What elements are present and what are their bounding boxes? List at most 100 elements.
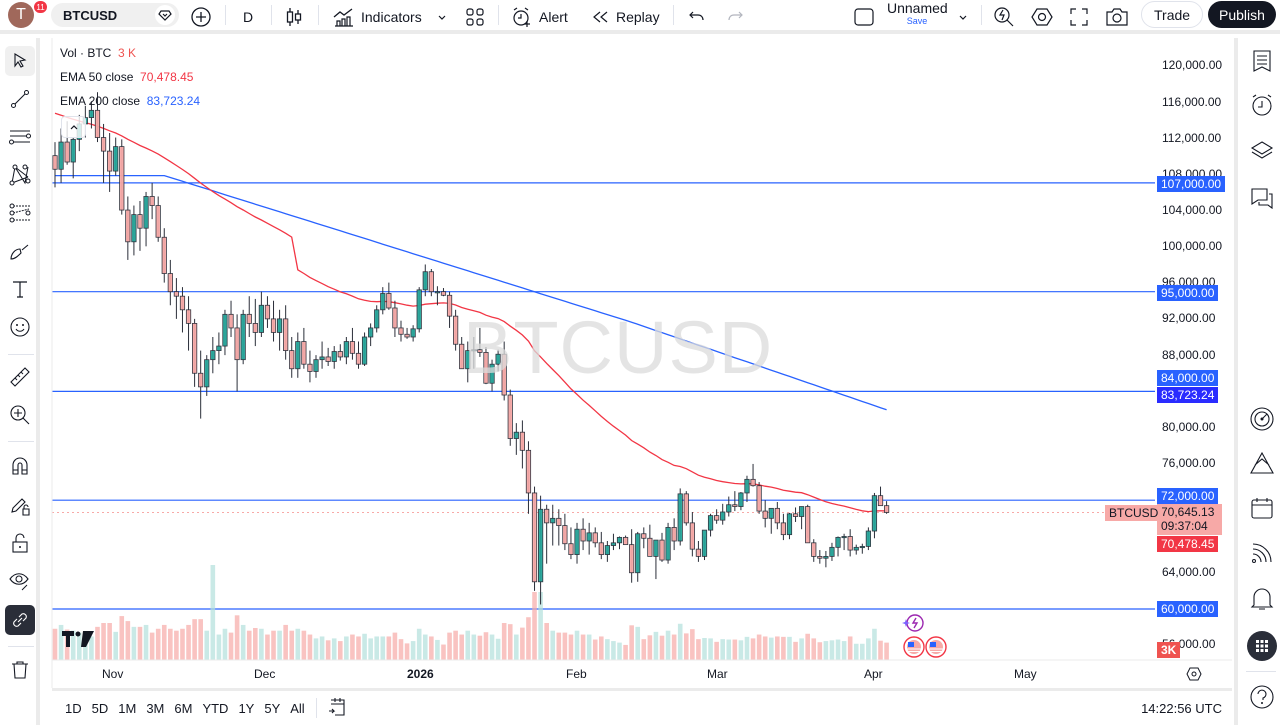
indicators-dropdown[interactable]: [437, 3, 447, 31]
grid-layout-icon: [466, 8, 484, 26]
price-chart[interactable]: [0, 38, 1234, 688]
range-selector: 1D 5D 1M 3M 6M YTD 1Y 5Y All: [60, 701, 310, 716]
notifications-button[interactable]: [1247, 584, 1277, 614]
range-6m[interactable]: 6M: [174, 700, 193, 716]
axis-settings-button[interactable]: [1186, 666, 1202, 687]
question-icon: [1250, 685, 1274, 709]
range-1d[interactable]: 1D: [65, 700, 82, 716]
measure-tool[interactable]: [5, 362, 35, 392]
text-tool[interactable]: [5, 274, 35, 304]
save-link[interactable]: Save: [906, 16, 928, 26]
alert-button[interactable]: Alert: [511, 3, 568, 31]
layout-dropdown[interactable]: [958, 3, 968, 31]
price-tick: 92,000.00: [1162, 311, 1216, 325]
price-tick: 120,000.00: [1162, 58, 1223, 72]
undo-button[interactable]: [688, 3, 706, 31]
range-3m[interactable]: 3M: [146, 700, 165, 716]
notification-badge: 11: [33, 0, 48, 14]
clock-timezone[interactable]: 14:22:56 UTC: [1141, 700, 1222, 716]
news-stream-button[interactable]: [1247, 538, 1277, 568]
range-5y[interactable]: 5Y: [264, 700, 281, 716]
pattern-tool[interactable]: [5, 160, 35, 190]
user-avatar[interactable]: T 11: [8, 0, 48, 28]
time-label: Apr: [864, 667, 883, 681]
volume-legend[interactable]: Vol · BTC 3 K: [60, 46, 137, 60]
sync-drawings-tool[interactable]: [5, 605, 35, 635]
range-1m[interactable]: 1M: [118, 700, 137, 716]
chevron-up-icon: [70, 125, 77, 130]
brush-tool[interactable]: [5, 236, 35, 266]
lightning-search-icon: [994, 7, 1014, 27]
interval-button[interactable]: D: [243, 9, 254, 25]
screener-button[interactable]: [1247, 404, 1277, 434]
ema50-legend[interactable]: EMA 50 close 70,478.45: [60, 70, 194, 84]
fullscreen-button[interactable]: [1069, 3, 1089, 31]
calendar-icon: [1251, 498, 1273, 519]
time-label: Dec: [254, 667, 276, 681]
publish-button[interactable]: Publish: [1208, 1, 1276, 28]
range-ytd[interactable]: YTD: [202, 700, 229, 716]
parallel-lines-icon: [9, 130, 31, 145]
snapshot-button[interactable]: [1105, 3, 1129, 31]
candlestick-icon: [286, 8, 302, 26]
signal-icon: [1252, 543, 1272, 563]
price-tick: 80,000.00: [1162, 420, 1216, 434]
time-label: Feb: [566, 667, 587, 681]
magnet-tool[interactable]: [5, 451, 35, 481]
chart-type-button[interactable]: [285, 3, 303, 31]
fib-tool[interactable]: [5, 122, 35, 152]
top-toolbar: T 11 BTCUSD D Indicators Alert Replay Unn…: [0, 0, 1280, 34]
chats-button[interactable]: [1247, 184, 1277, 214]
hline-label-60000[interactable]: 60,000.00: [1157, 601, 1219, 617]
remove-drawings-tool[interactable]: [5, 655, 35, 685]
rewind-icon: [593, 11, 608, 23]
economic-event-us-icon[interactable]: [902, 636, 952, 663]
hide-drawings-tool[interactable]: [5, 566, 35, 596]
compare-symbol-button[interactable]: [190, 3, 212, 31]
cursor-tool[interactable]: [5, 46, 35, 76]
layout-templates-button[interactable]: [465, 3, 485, 31]
settings-button[interactable]: [1031, 3, 1053, 31]
watchlist-button[interactable]: [1247, 46, 1277, 76]
calendar-button[interactable]: [1247, 493, 1277, 523]
range-5d[interactable]: 5D: [91, 700, 109, 716]
zoom-in-tool[interactable]: [5, 400, 35, 430]
layout-name-button[interactable]: Unnamed Save: [887, 0, 948, 27]
time-label: Mar: [707, 667, 728, 681]
replay-button[interactable]: Replay: [592, 3, 660, 31]
forecast-tool[interactable]: [5, 198, 35, 228]
hline-label-72000[interactable]: 72,000.00: [1157, 488, 1219, 504]
symbol-search[interactable]: BTCUSD: [51, 3, 179, 27]
indicators-button[interactable]: Indicators: [333, 3, 422, 31]
object-tree-button[interactable]: [1247, 136, 1277, 166]
products-button[interactable]: [1247, 631, 1277, 661]
brush-icon: [10, 244, 29, 260]
last-price-tag: 70,645.13 09:37:04: [1157, 504, 1222, 535]
ema200-legend[interactable]: EMA 200 close 83,723.24: [60, 94, 201, 108]
hline-label-95000[interactable]: 95,000.00: [1157, 285, 1219, 301]
lock-all-tool[interactable]: [5, 528, 35, 558]
lock-drawings-tool[interactable]: [5, 491, 35, 521]
quick-search-button[interactable]: [993, 3, 1015, 31]
bell-icon: [1250, 588, 1274, 610]
ideas-button[interactable]: [1247, 449, 1277, 479]
redo-button[interactable]: [726, 3, 744, 31]
hline-label-107000[interactable]: 107,000.00: [1157, 176, 1226, 192]
collapse-legend-button[interactable]: [61, 116, 86, 138]
trade-button[interactable]: Trade: [1141, 1, 1204, 28]
volume-tag: 3K: [1157, 642, 1181, 658]
alerts-button[interactable]: [1247, 90, 1277, 120]
range-1y[interactable]: 1Y: [238, 700, 255, 716]
multi-chart-layout-button[interactable]: [853, 3, 875, 31]
range-all[interactable]: All: [290, 700, 305, 716]
diamond-icon[interactable]: [155, 5, 175, 25]
trend-line-tool[interactable]: [5, 84, 35, 114]
event-lightning-icon[interactable]: [899, 613, 927, 638]
alarm-clock-icon: [1252, 94, 1272, 116]
hline-label-84000[interactable]: 84,000.00: [1157, 370, 1219, 386]
go-to-date-button[interactable]: [327, 697, 347, 720]
icon-tool[interactable]: [5, 312, 35, 342]
tradingview-logo[interactable]: [62, 631, 94, 652]
pattern-icon: [9, 164, 31, 186]
help-button[interactable]: [1247, 682, 1277, 712]
